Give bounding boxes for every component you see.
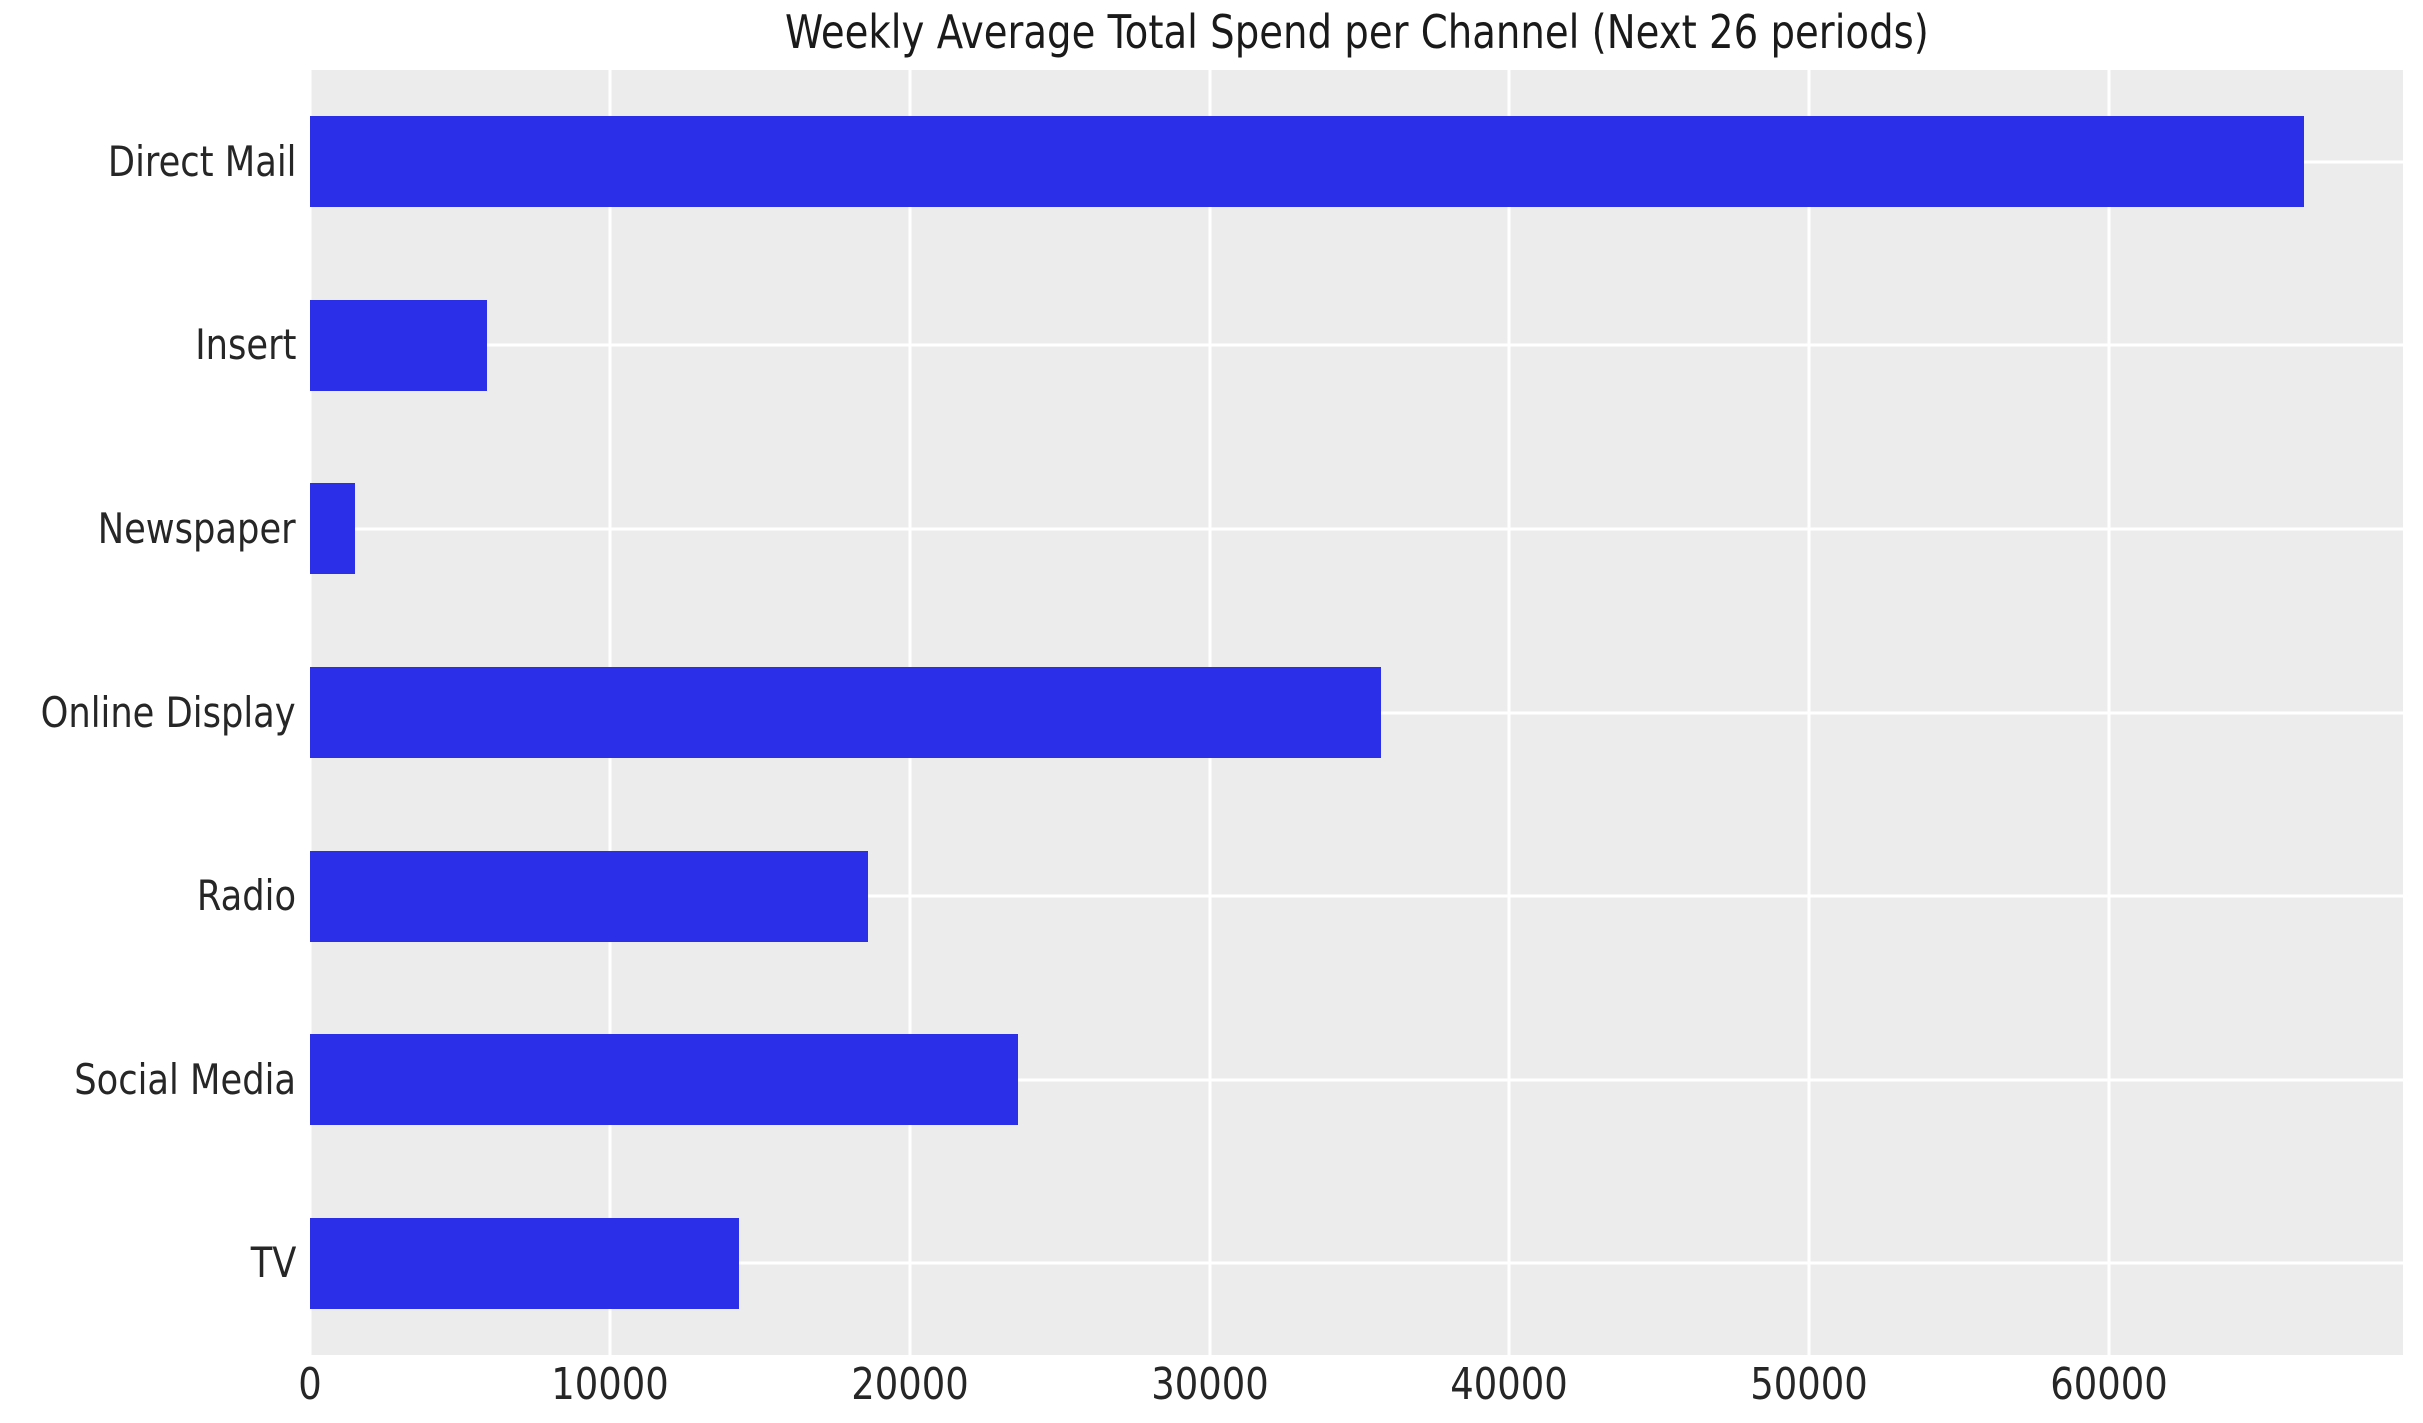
y-tick-text: Direct Mail <box>107 136 296 186</box>
y-tick-text: Social Media <box>74 1054 296 1104</box>
bar-direct-mail <box>310 116 2304 208</box>
x-tick-text: 10000 <box>551 1359 669 1410</box>
chart-title-text: Weekly Average Total Spend per Channel (… <box>784 5 1929 59</box>
y-tick-label-insert: Insert <box>176 324 296 366</box>
y-tick-text: Online Display <box>40 687 296 737</box>
gridline-y-newspaper <box>310 527 2403 531</box>
y-tick-text: Newspaper <box>98 503 296 553</box>
y-tick-label-online-display: Online Display <box>0 687 296 737</box>
bar-radio <box>310 850 868 942</box>
x-tick-text: 40000 <box>1450 1359 1569 1410</box>
bar-tv <box>310 1217 739 1309</box>
x-tick-text: 50000 <box>1750 1359 1869 1410</box>
y-tick-label-newspaper: Newspaper <box>60 503 296 553</box>
bar-insert <box>310 299 487 391</box>
bar-newspaper <box>310 483 355 575</box>
y-tick-label-direct-mail: Direct Mail <box>72 136 296 186</box>
bar-social-media <box>310 1034 1018 1126</box>
gridline-y-radio <box>310 894 2403 898</box>
x-tick-label-10000: 10000 <box>540 1363 680 1407</box>
gridline-y-social-media <box>310 1078 2403 1082</box>
y-tick-label-tv: TV <box>242 1242 296 1284</box>
x-tick-label-40000: 40000 <box>1439 1363 1579 1407</box>
gridline-y-insert <box>310 343 2403 347</box>
y-tick-label-radio: Radio <box>178 875 296 917</box>
x-tick-label-0: 0 <box>296 1363 324 1407</box>
x-tick-text: 0 <box>298 1359 322 1410</box>
y-tick-text: TV <box>250 1238 296 1288</box>
x-tick-label-20000: 20000 <box>840 1363 980 1407</box>
y-tick-text: Insert <box>194 320 296 370</box>
gridline-y-tv <box>310 1261 2403 1265</box>
x-tick-text: 30000 <box>1150 1359 1269 1410</box>
x-tick-text: 60000 <box>2050 1359 2168 1410</box>
x-tick-label-60000: 60000 <box>2039 1363 2179 1407</box>
x-tick-label-30000: 30000 <box>1140 1363 1280 1407</box>
bar-online-display <box>310 667 1381 758</box>
y-tick-label-social-media: Social Media <box>32 1054 296 1104</box>
x-tick-label-50000: 50000 <box>1739 1363 1879 1407</box>
plot-area <box>310 70 2403 1355</box>
x-tick-text: 20000 <box>850 1359 969 1410</box>
y-tick-text: Radio <box>196 871 296 921</box>
chart-title: Weekly Average Total Spend per Channel (… <box>310 6 2403 59</box>
